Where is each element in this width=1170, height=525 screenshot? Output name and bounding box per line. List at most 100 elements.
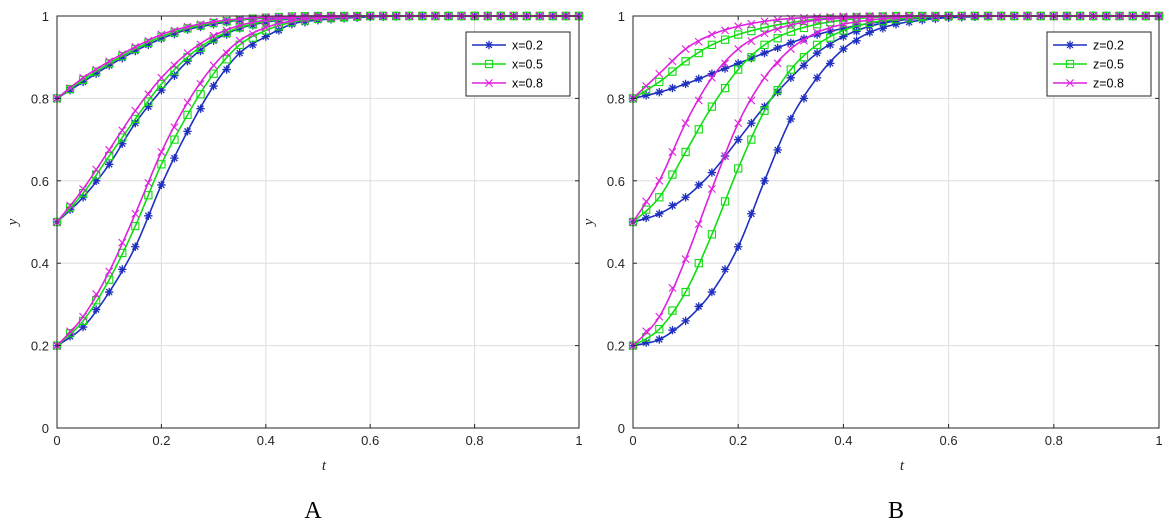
data-point-marker [65,85,75,95]
data-point-marker [852,27,861,36]
data-point-marker [878,24,888,33]
data-point-marker [170,26,179,35]
data-point-marker [747,26,756,36]
data-point-marker [157,85,166,95]
x-tick-label: 1 [1155,433,1162,448]
data-point-marker [734,242,743,251]
data-point-marker [812,48,822,58]
data-point-marker [681,79,690,89]
data-point-marker [66,201,75,210]
data-point-marker [222,30,231,39]
data-point-marker [799,53,809,62]
legend-swatch-marker [1065,40,1075,50]
data-point-marker [157,34,166,43]
x-tick-label: 0.4 [834,433,852,448]
data-point-marker [65,84,75,94]
data-point-marker [931,13,940,22]
data-point-marker [131,221,140,231]
x-tick-label: 0.8 [1045,433,1063,448]
data-point-marker [694,180,703,190]
data-point-marker [694,96,703,105]
data-point-marker [157,73,166,82]
data-point-marker [668,67,677,76]
data-point-marker [209,81,218,91]
data-point-marker [747,209,756,218]
data-point-marker [852,13,861,22]
data-point-marker [170,71,179,80]
data-point-marker [839,32,848,41]
data-point-marker [79,73,88,82]
data-point-marker [668,170,677,179]
data-point-marker [721,152,730,161]
data-point-marker [694,74,703,84]
data-point-marker [170,135,179,144]
data-point-marker [144,36,153,45]
data-point-marker [812,30,822,39]
data-point-marker [78,322,88,332]
data-point-marker [668,147,677,156]
data-point-marker [170,28,179,37]
data-point-marker [865,28,874,37]
data-point-marker [118,238,127,247]
data-point-marker [734,22,743,31]
data-point-marker [196,104,205,113]
y-tick-label: 0.2 [607,339,625,354]
data-point-marker [118,54,127,63]
data-point-marker [222,17,231,26]
data-point-marker [92,290,101,299]
data-point-marker [786,44,795,53]
data-point-marker [694,37,703,46]
data-point-marker [183,49,192,58]
legend-swatch-marker [484,40,494,50]
chart-panel-b: 0 0.2 0.4 0.6 0.8 100.20.40.60.81tyBz=0.2z=0.… [581,9,1164,524]
data-point-marker [157,79,166,89]
data-point-marker [747,53,756,62]
data-point-marker [641,91,651,100]
data-point-marker [839,44,848,54]
data-point-marker [655,176,664,185]
x-tick-label: 0.6 [940,433,958,448]
legend-swatch-marker [1066,79,1074,87]
y-tick-label: 0 [618,421,625,436]
data-point-marker [918,13,927,23]
data-point-marker [786,27,795,36]
data-point-marker [747,96,756,105]
data-point-marker [773,25,782,34]
data-point-marker [707,230,717,239]
data-point-marker [105,145,114,154]
data-point-marker [681,119,690,128]
data-point-marker [747,135,756,144]
data-point-marker [235,23,244,32]
data-point-marker [642,82,651,91]
data-point-marker [261,32,270,41]
data-point-marker [144,97,153,106]
data-point-marker [118,50,127,59]
data-point-marker [681,316,690,326]
legend-swatch-marker [484,59,494,69]
data-point-marker [222,65,231,74]
data-point-marker [681,255,690,264]
data-point-marker [170,61,179,70]
data-point-marker [196,21,205,30]
data-point-marker [144,102,153,111]
data-point-marker [655,69,664,78]
axes-frame [56,15,580,429]
data-point-marker [66,84,75,93]
data-point-marker [826,27,835,36]
data-point-marker [865,12,874,21]
data-point-marker [668,306,677,315]
y-tick-label: 0.2 [31,339,49,354]
data-point-marker [694,259,703,268]
data-point-marker [773,86,782,95]
data-point-marker [642,197,651,206]
data-point-marker [105,57,114,66]
x-tick-label: 0.6 [361,433,379,448]
data-point-marker [786,21,795,30]
data-point-marker [183,127,192,136]
data-point-marker [720,35,730,44]
x-tick-label: 1 [575,433,582,448]
data-point-marker [131,106,140,115]
legend-label: x=0.8 [512,77,543,91]
data-point-marker [91,305,101,314]
